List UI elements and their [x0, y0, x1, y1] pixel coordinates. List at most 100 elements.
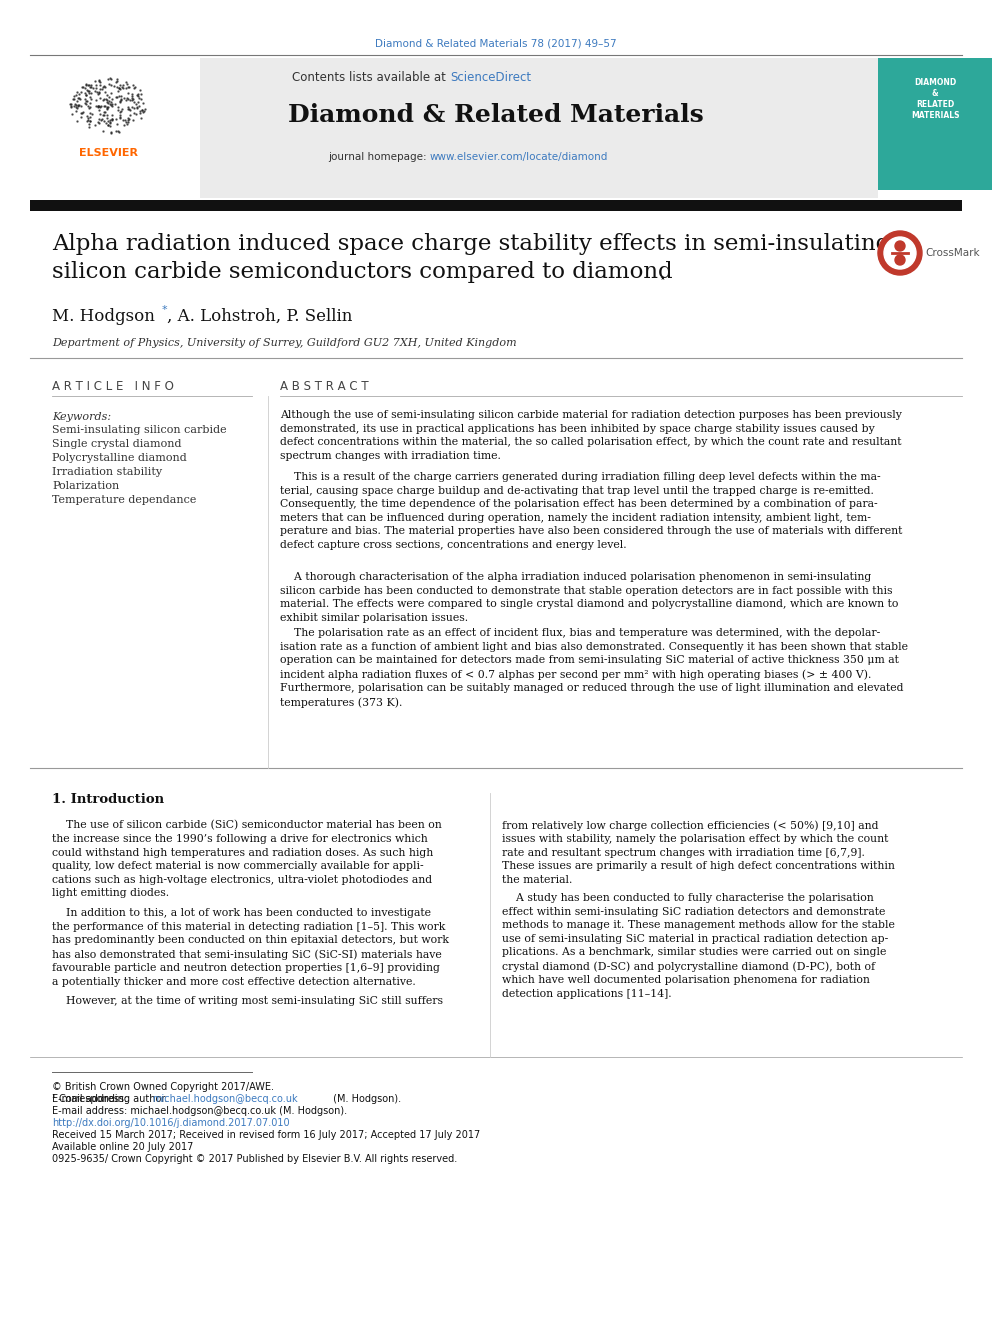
Point	[104, 108, 120, 130]
Point	[112, 101, 128, 122]
Point	[115, 78, 131, 99]
Point	[65, 85, 81, 106]
Point	[81, 114, 97, 135]
Point	[124, 97, 140, 118]
Point	[78, 85, 94, 106]
Point	[120, 111, 136, 132]
Point	[73, 77, 89, 98]
Point	[120, 89, 136, 110]
Point	[101, 73, 117, 94]
Point	[101, 91, 117, 112]
Point	[82, 77, 98, 98]
Point	[124, 87, 140, 108]
Point	[112, 78, 128, 99]
Point	[80, 95, 96, 116]
Point	[92, 103, 108, 124]
Point	[91, 83, 107, 105]
Point	[113, 86, 129, 107]
Point	[116, 114, 132, 135]
Point	[93, 95, 109, 116]
Point	[112, 91, 128, 112]
Point	[64, 89, 80, 110]
Text: A thorough characterisation of the alpha irradiation induced polarisation phenom: A thorough characterisation of the alpha…	[280, 572, 899, 623]
Text: www.elsevier.com/locate/diamond: www.elsevier.com/locate/diamond	[430, 152, 608, 161]
FancyBboxPatch shape	[30, 58, 200, 198]
Point	[90, 108, 106, 130]
Text: Polarization: Polarization	[52, 482, 119, 491]
Text: Irradiation stability: Irradiation stability	[52, 467, 162, 478]
Point	[83, 75, 99, 97]
Point	[122, 90, 138, 111]
Point	[82, 97, 98, 118]
Text: A B S T R A C T: A B S T R A C T	[280, 380, 369, 393]
Point	[99, 91, 115, 112]
Point	[134, 99, 150, 120]
Point	[84, 103, 100, 124]
Point	[120, 77, 136, 98]
Text: , A. Lohstroh, P. Sellin: , A. Lohstroh, P. Sellin	[167, 308, 352, 325]
Text: The use of silicon carbide (SiC) semiconductor material has been on
the increase: The use of silicon carbide (SiC) semicon…	[52, 820, 441, 898]
Point	[130, 86, 146, 107]
Point	[99, 97, 115, 118]
Point	[135, 101, 151, 122]
Point	[118, 71, 134, 93]
Point	[80, 97, 96, 118]
Text: *: *	[162, 306, 168, 315]
Point	[122, 105, 138, 126]
Point	[91, 79, 107, 101]
Point	[83, 75, 99, 97]
Point	[102, 122, 118, 143]
Point	[110, 99, 126, 120]
Point	[101, 86, 117, 107]
Point	[99, 85, 115, 106]
Point	[114, 98, 130, 119]
Point	[95, 102, 111, 123]
Point	[81, 116, 97, 138]
Point	[112, 106, 128, 127]
Text: E-mail address: michael.hodgson@becq.co.uk (M. Hodgson).: E-mail address: michael.hodgson@becq.co.…	[52, 1106, 347, 1117]
Point	[121, 77, 137, 98]
Point	[98, 105, 114, 126]
Point	[111, 78, 127, 99]
Point	[78, 90, 94, 111]
Point	[95, 120, 111, 142]
Point	[78, 106, 94, 127]
Point	[109, 70, 125, 91]
Point	[77, 74, 93, 95]
Circle shape	[895, 241, 905, 251]
Point	[129, 97, 145, 118]
Point	[109, 77, 125, 98]
Point	[112, 74, 128, 95]
Point	[102, 112, 118, 134]
Point	[96, 95, 112, 116]
Text: However, at the time of writing most semi-insulating SiC still suffers: However, at the time of writing most sem…	[52, 996, 443, 1005]
Point	[71, 89, 87, 110]
Point	[129, 85, 145, 106]
Point	[103, 91, 119, 112]
Point	[104, 93, 120, 114]
Point	[82, 86, 98, 107]
Point	[122, 99, 138, 120]
Text: Contents lists available at: Contents lists available at	[293, 71, 450, 83]
Point	[89, 95, 105, 116]
Point	[96, 95, 112, 116]
Point	[102, 67, 118, 89]
Point	[103, 74, 119, 95]
Point	[88, 74, 104, 95]
Point	[97, 82, 113, 103]
Point	[64, 103, 80, 124]
Point	[118, 111, 134, 132]
Point	[118, 77, 134, 98]
Point	[77, 89, 93, 110]
Point	[131, 95, 147, 116]
Point	[80, 74, 96, 95]
Point	[109, 67, 125, 89]
Point	[131, 87, 147, 108]
Point	[129, 97, 145, 118]
Point	[119, 73, 135, 94]
Point	[90, 97, 106, 118]
Point	[136, 101, 152, 122]
Point	[102, 112, 118, 134]
Point	[69, 94, 85, 115]
Point	[102, 82, 118, 103]
